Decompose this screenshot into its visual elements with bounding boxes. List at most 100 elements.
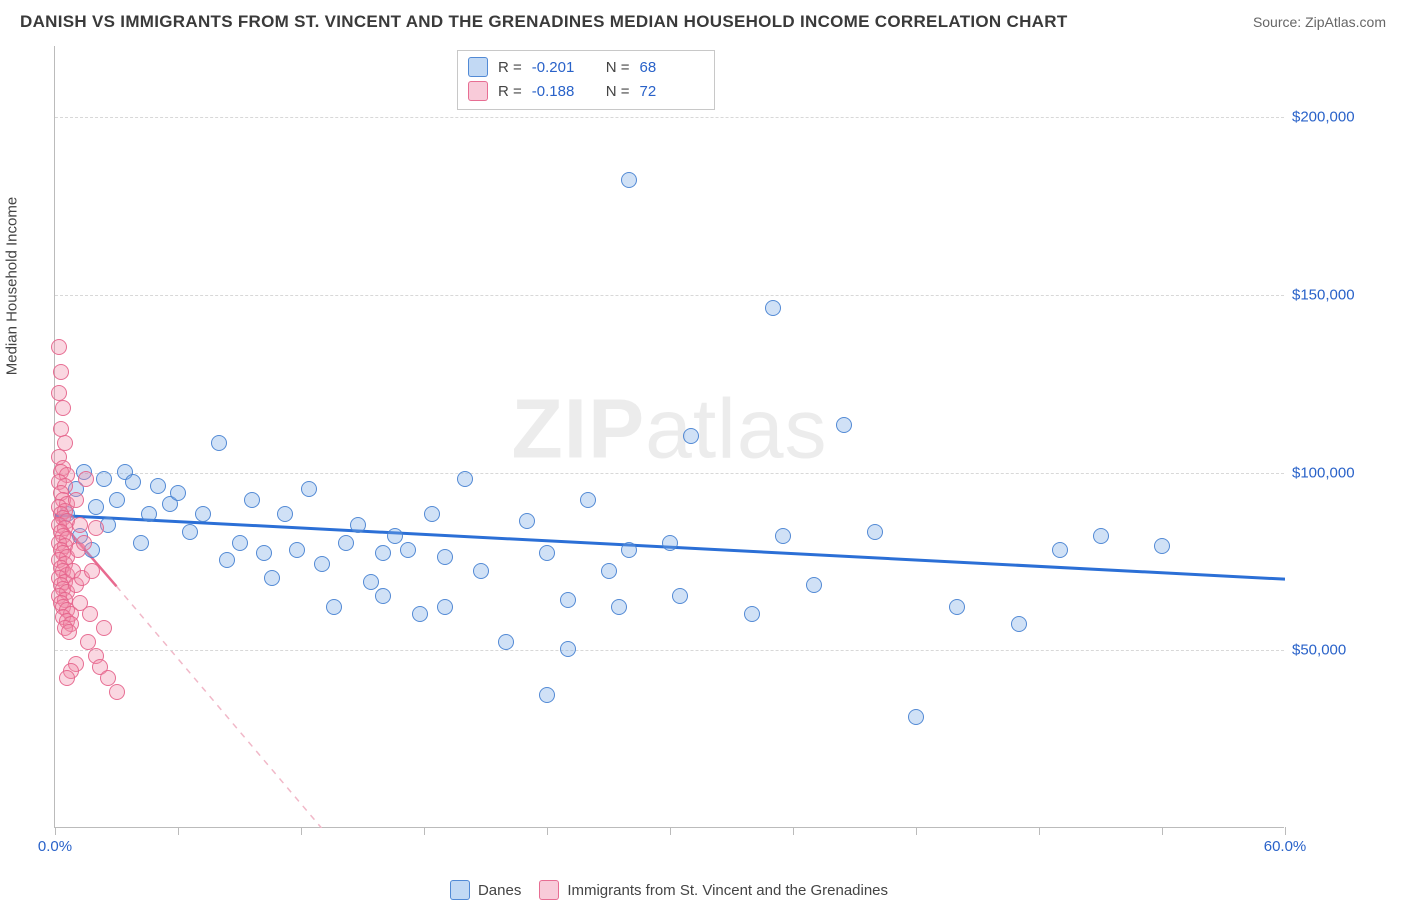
r-value-danes: -0.201 xyxy=(532,59,596,76)
r-value-immigrants: -0.188 xyxy=(532,83,596,100)
gridline-h xyxy=(55,117,1284,118)
data-point-danes xyxy=(256,545,272,561)
x-tick xyxy=(916,827,917,835)
data-point-danes xyxy=(539,545,555,561)
data-point-danes xyxy=(375,588,391,604)
data-point-danes xyxy=(211,435,227,451)
source-label: Source: xyxy=(1253,14,1305,30)
data-point-danes xyxy=(611,599,627,615)
data-point-danes xyxy=(1011,616,1027,632)
data-point-danes xyxy=(519,513,535,529)
data-point-danes xyxy=(1154,538,1170,554)
data-point-svg_immigrants xyxy=(51,339,67,355)
data-point-danes xyxy=(473,563,489,579)
trend-lines-svg xyxy=(55,46,1285,828)
r-label: R = xyxy=(498,83,522,100)
n-label: N = xyxy=(606,83,630,100)
y-tick-label: $200,000 xyxy=(1292,109,1382,126)
data-point-danes xyxy=(244,492,260,508)
series-legend: Danes Immigrants from St. Vincent and th… xyxy=(54,880,1284,900)
x-tick xyxy=(1039,827,1040,835)
gridline-h xyxy=(55,295,1284,296)
data-point-danes xyxy=(109,492,125,508)
data-point-danes xyxy=(601,563,617,579)
data-point-svg_immigrants xyxy=(88,520,104,536)
watermark-bold: ZIP xyxy=(511,381,645,475)
data-point-danes xyxy=(375,545,391,561)
data-point-danes xyxy=(836,417,852,433)
n-value-immigrants: 72 xyxy=(640,83,704,100)
data-point-danes xyxy=(232,535,248,551)
data-point-svg_immigrants xyxy=(59,670,75,686)
gridline-h xyxy=(55,650,1284,651)
data-point-danes xyxy=(560,592,576,608)
data-point-danes xyxy=(125,474,141,490)
data-point-danes xyxy=(170,485,186,501)
data-point-danes xyxy=(672,588,688,604)
data-point-danes xyxy=(326,599,342,615)
data-point-danes xyxy=(539,687,555,703)
data-point-svg_immigrants xyxy=(68,492,84,508)
data-point-danes xyxy=(338,535,354,551)
swatch-blue xyxy=(450,880,470,900)
data-point-danes xyxy=(437,549,453,565)
data-point-danes xyxy=(96,471,112,487)
data-point-danes xyxy=(775,528,791,544)
data-point-svg_immigrants xyxy=(76,535,92,551)
x-tick xyxy=(55,827,56,835)
data-point-danes xyxy=(387,528,403,544)
x-tick xyxy=(1285,827,1286,835)
chart-header: DANISH VS IMMIGRANTS FROM ST. VINCENT AN… xyxy=(0,0,1406,40)
data-point-danes xyxy=(219,552,235,568)
data-point-svg_immigrants xyxy=(78,471,94,487)
y-tick-label: $50,000 xyxy=(1292,642,1382,659)
data-point-danes xyxy=(806,577,822,593)
data-point-svg_immigrants xyxy=(82,606,98,622)
legend-label-danes: Danes xyxy=(478,882,521,899)
data-point-danes xyxy=(141,506,157,522)
data-point-danes xyxy=(621,172,637,188)
n-value-danes: 68 xyxy=(640,59,704,76)
source-value: ZipAtlas.com xyxy=(1305,14,1386,30)
data-point-danes xyxy=(949,599,965,615)
data-point-danes xyxy=(560,641,576,657)
data-point-danes xyxy=(683,428,699,444)
data-point-danes xyxy=(662,535,678,551)
data-point-danes xyxy=(765,300,781,316)
watermark: ZIPatlas xyxy=(511,380,827,477)
swatch-pink xyxy=(539,880,559,900)
x-tick xyxy=(793,827,794,835)
data-point-danes xyxy=(744,606,760,622)
swatch-blue xyxy=(468,57,488,77)
watermark-light: atlas xyxy=(645,381,827,475)
n-label: N = xyxy=(606,59,630,76)
x-tick-label: 0.0% xyxy=(38,838,72,855)
data-point-danes xyxy=(457,471,473,487)
data-point-danes xyxy=(412,606,428,622)
data-point-danes xyxy=(498,634,514,650)
x-tick-label: 60.0% xyxy=(1264,838,1307,855)
data-point-svg_immigrants xyxy=(96,620,112,636)
data-point-danes xyxy=(289,542,305,558)
y-tick-label: $150,000 xyxy=(1292,286,1382,303)
data-point-danes xyxy=(424,506,440,522)
x-tick xyxy=(301,827,302,835)
data-point-danes xyxy=(1052,542,1068,558)
correlation-row-immigrants: R = -0.188 N = 72 xyxy=(468,79,704,103)
data-point-danes xyxy=(580,492,596,508)
data-point-svg_immigrants xyxy=(109,684,125,700)
correlation-row-danes: R = -0.201 N = 68 xyxy=(468,55,704,79)
x-tick xyxy=(424,827,425,835)
data-point-danes xyxy=(363,574,379,590)
data-point-danes xyxy=(182,524,198,540)
data-point-svg_immigrants xyxy=(72,517,88,533)
legend-item-danes: Danes xyxy=(450,880,521,900)
y-axis-label: Median Household Income xyxy=(4,197,21,375)
correlation-legend: R = -0.201 N = 68 R = -0.188 N = 72 xyxy=(457,50,715,110)
data-point-danes xyxy=(277,506,293,522)
plot-area: ZIPatlas R = -0.201 N = 68 R = -0.188 N … xyxy=(54,46,1284,828)
gridline-h xyxy=(55,473,1284,474)
source-attribution: Source: ZipAtlas.com xyxy=(1253,14,1386,30)
x-tick xyxy=(178,827,179,835)
data-point-svg_immigrants xyxy=(61,624,77,640)
